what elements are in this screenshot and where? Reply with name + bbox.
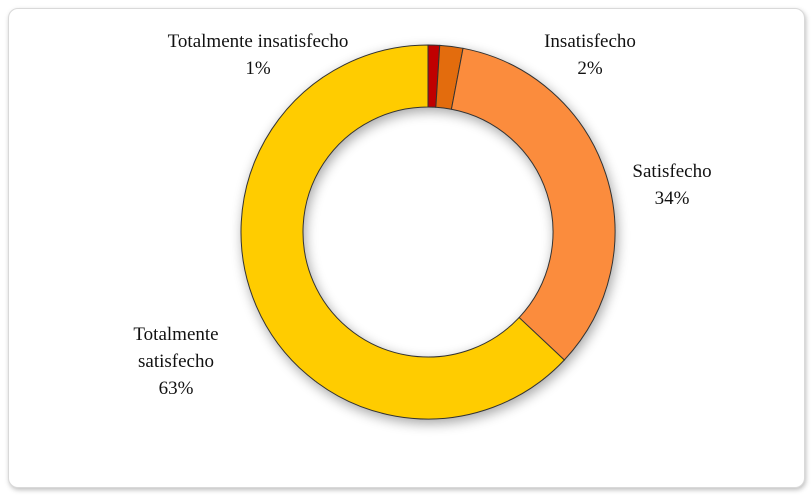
value-label: 1% <box>245 58 271 79</box>
donut-segment <box>240 44 566 420</box>
data-label: Totalmente satisfecho 63% <box>116 321 236 402</box>
data-label: Satisfecho 34% <box>592 158 752 212</box>
value-label: 2% <box>577 58 603 79</box>
donut <box>240 44 616 420</box>
donut-segment <box>450 47 616 361</box>
value-label: 63% <box>158 378 194 399</box>
value-label: 34% <box>654 188 690 209</box>
data-label: Insatisfecho 2% <box>510 28 670 82</box>
data-label: Totalmente insatisfecho 1% <box>108 28 408 82</box>
category-label: Satisfecho <box>632 161 712 182</box>
category-label: Insatisfecho <box>544 31 636 52</box>
category-label: Totalmente insatisfecho <box>167 31 349 52</box>
category-label: Totalmente satisfecho <box>133 324 219 372</box>
